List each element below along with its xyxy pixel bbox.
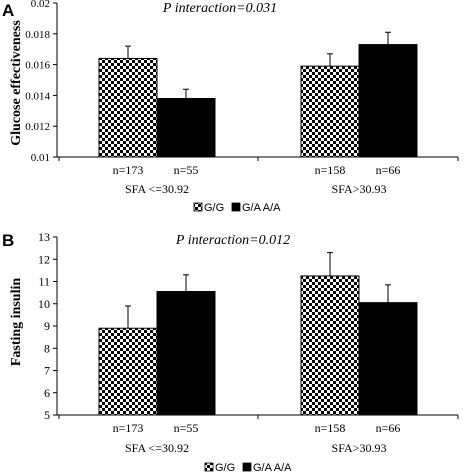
panel-b-bar-ga-aa-group2 xyxy=(358,302,418,416)
panel-a-n-label: n=66 xyxy=(376,163,401,177)
panel-a-y-tick-label: 0.01 xyxy=(31,152,50,164)
panel-a-n-label: n=173 xyxy=(113,163,144,177)
panel-a-legend-swatch xyxy=(193,202,203,212)
panel-b-bar-gg-group2 xyxy=(300,275,360,416)
panel-b-n-label: n=158 xyxy=(315,421,346,435)
panel-a-group-label: SFA>30.93 xyxy=(332,182,387,196)
panel-b-y-tick-label: 6 xyxy=(44,386,50,400)
panel-a-label: A xyxy=(2,1,14,20)
panel-a-bar-gg-group2 xyxy=(300,65,360,158)
panel-b-legend-label: G/G xyxy=(215,462,235,474)
panel-b-n-label: n=55 xyxy=(174,421,199,435)
panel-a-plot: 0.01 0.012 0.014 0.016 0.018 0.02 n=173 n=55 n=1… xyxy=(25,0,459,214)
panel-b-bar-gg-group1 xyxy=(98,327,158,416)
panel-b-group-label: SFA>30.93 xyxy=(332,441,387,455)
panel-b-y-tick-label: 12 xyxy=(38,252,50,266)
panel-a-bar-ga-aa-group1 xyxy=(156,97,216,158)
panel-a-bar-gg-group1 xyxy=(98,57,158,158)
panel-b-legend-swatch xyxy=(204,462,214,472)
panel-b-group-label: SFA <=30.92 xyxy=(125,441,189,455)
panel-b-n-label: n=173 xyxy=(113,421,144,435)
panel-a-n-label: n=55 xyxy=(174,163,199,177)
panel-b-y-tick-label: 8 xyxy=(44,341,50,355)
panel-a-annotation: P interaction=0.031 xyxy=(162,1,277,16)
panel-b-y-tick-label: 10 xyxy=(38,297,50,311)
panel-a-y-tick-label: 0.014 xyxy=(25,90,50,102)
panel-a-group-label: SFA <=30.92 xyxy=(125,182,189,196)
panel-a-y-tick-label: 0.018 xyxy=(25,29,50,41)
panel-b-legend-swatch xyxy=(242,462,252,472)
panel-b-y-tick-label: 9 xyxy=(44,319,50,333)
panel-b-bar-ga-aa-group1 xyxy=(156,291,216,416)
panel-a-legend-label: G/A A/A xyxy=(242,202,281,214)
panel-b-ylabel: Fasting insulin xyxy=(9,278,24,367)
panel-b-annotation: P interaction=0.012 xyxy=(175,233,290,248)
panel-a-y-tick-label: 0.02 xyxy=(31,0,50,10)
panel-a-legend-swatch xyxy=(231,202,241,212)
panel-b-y-tick-label: 11 xyxy=(38,275,50,289)
panel-a-legend-label: G/G xyxy=(204,202,224,214)
panel-b-y-tick-label: 7 xyxy=(44,364,50,378)
panel-b-plot: 5 6 7 8 9 10 11 12 13 n=173 n=55 n=158 n=66 SFA <=30.… xyxy=(38,230,459,474)
panel-b-legend-label: G/A A/A xyxy=(253,462,292,474)
panel-a-ylabel: Glucose effectiveness xyxy=(9,20,24,146)
panel-a-y-tick-label: 0.012 xyxy=(25,121,50,133)
panel-a-n-label: n=158 xyxy=(315,163,346,177)
panel-b-y-tick-label: 13 xyxy=(38,230,50,244)
panel-a-bar-ga-aa-group2 xyxy=(358,44,418,158)
panel-b-y-tick-label: 5 xyxy=(44,408,50,422)
panel-b-n-label: n=66 xyxy=(376,421,401,435)
panel-a-y-tick-label: 0.016 xyxy=(25,60,50,72)
panel-b-label: B xyxy=(2,231,14,250)
